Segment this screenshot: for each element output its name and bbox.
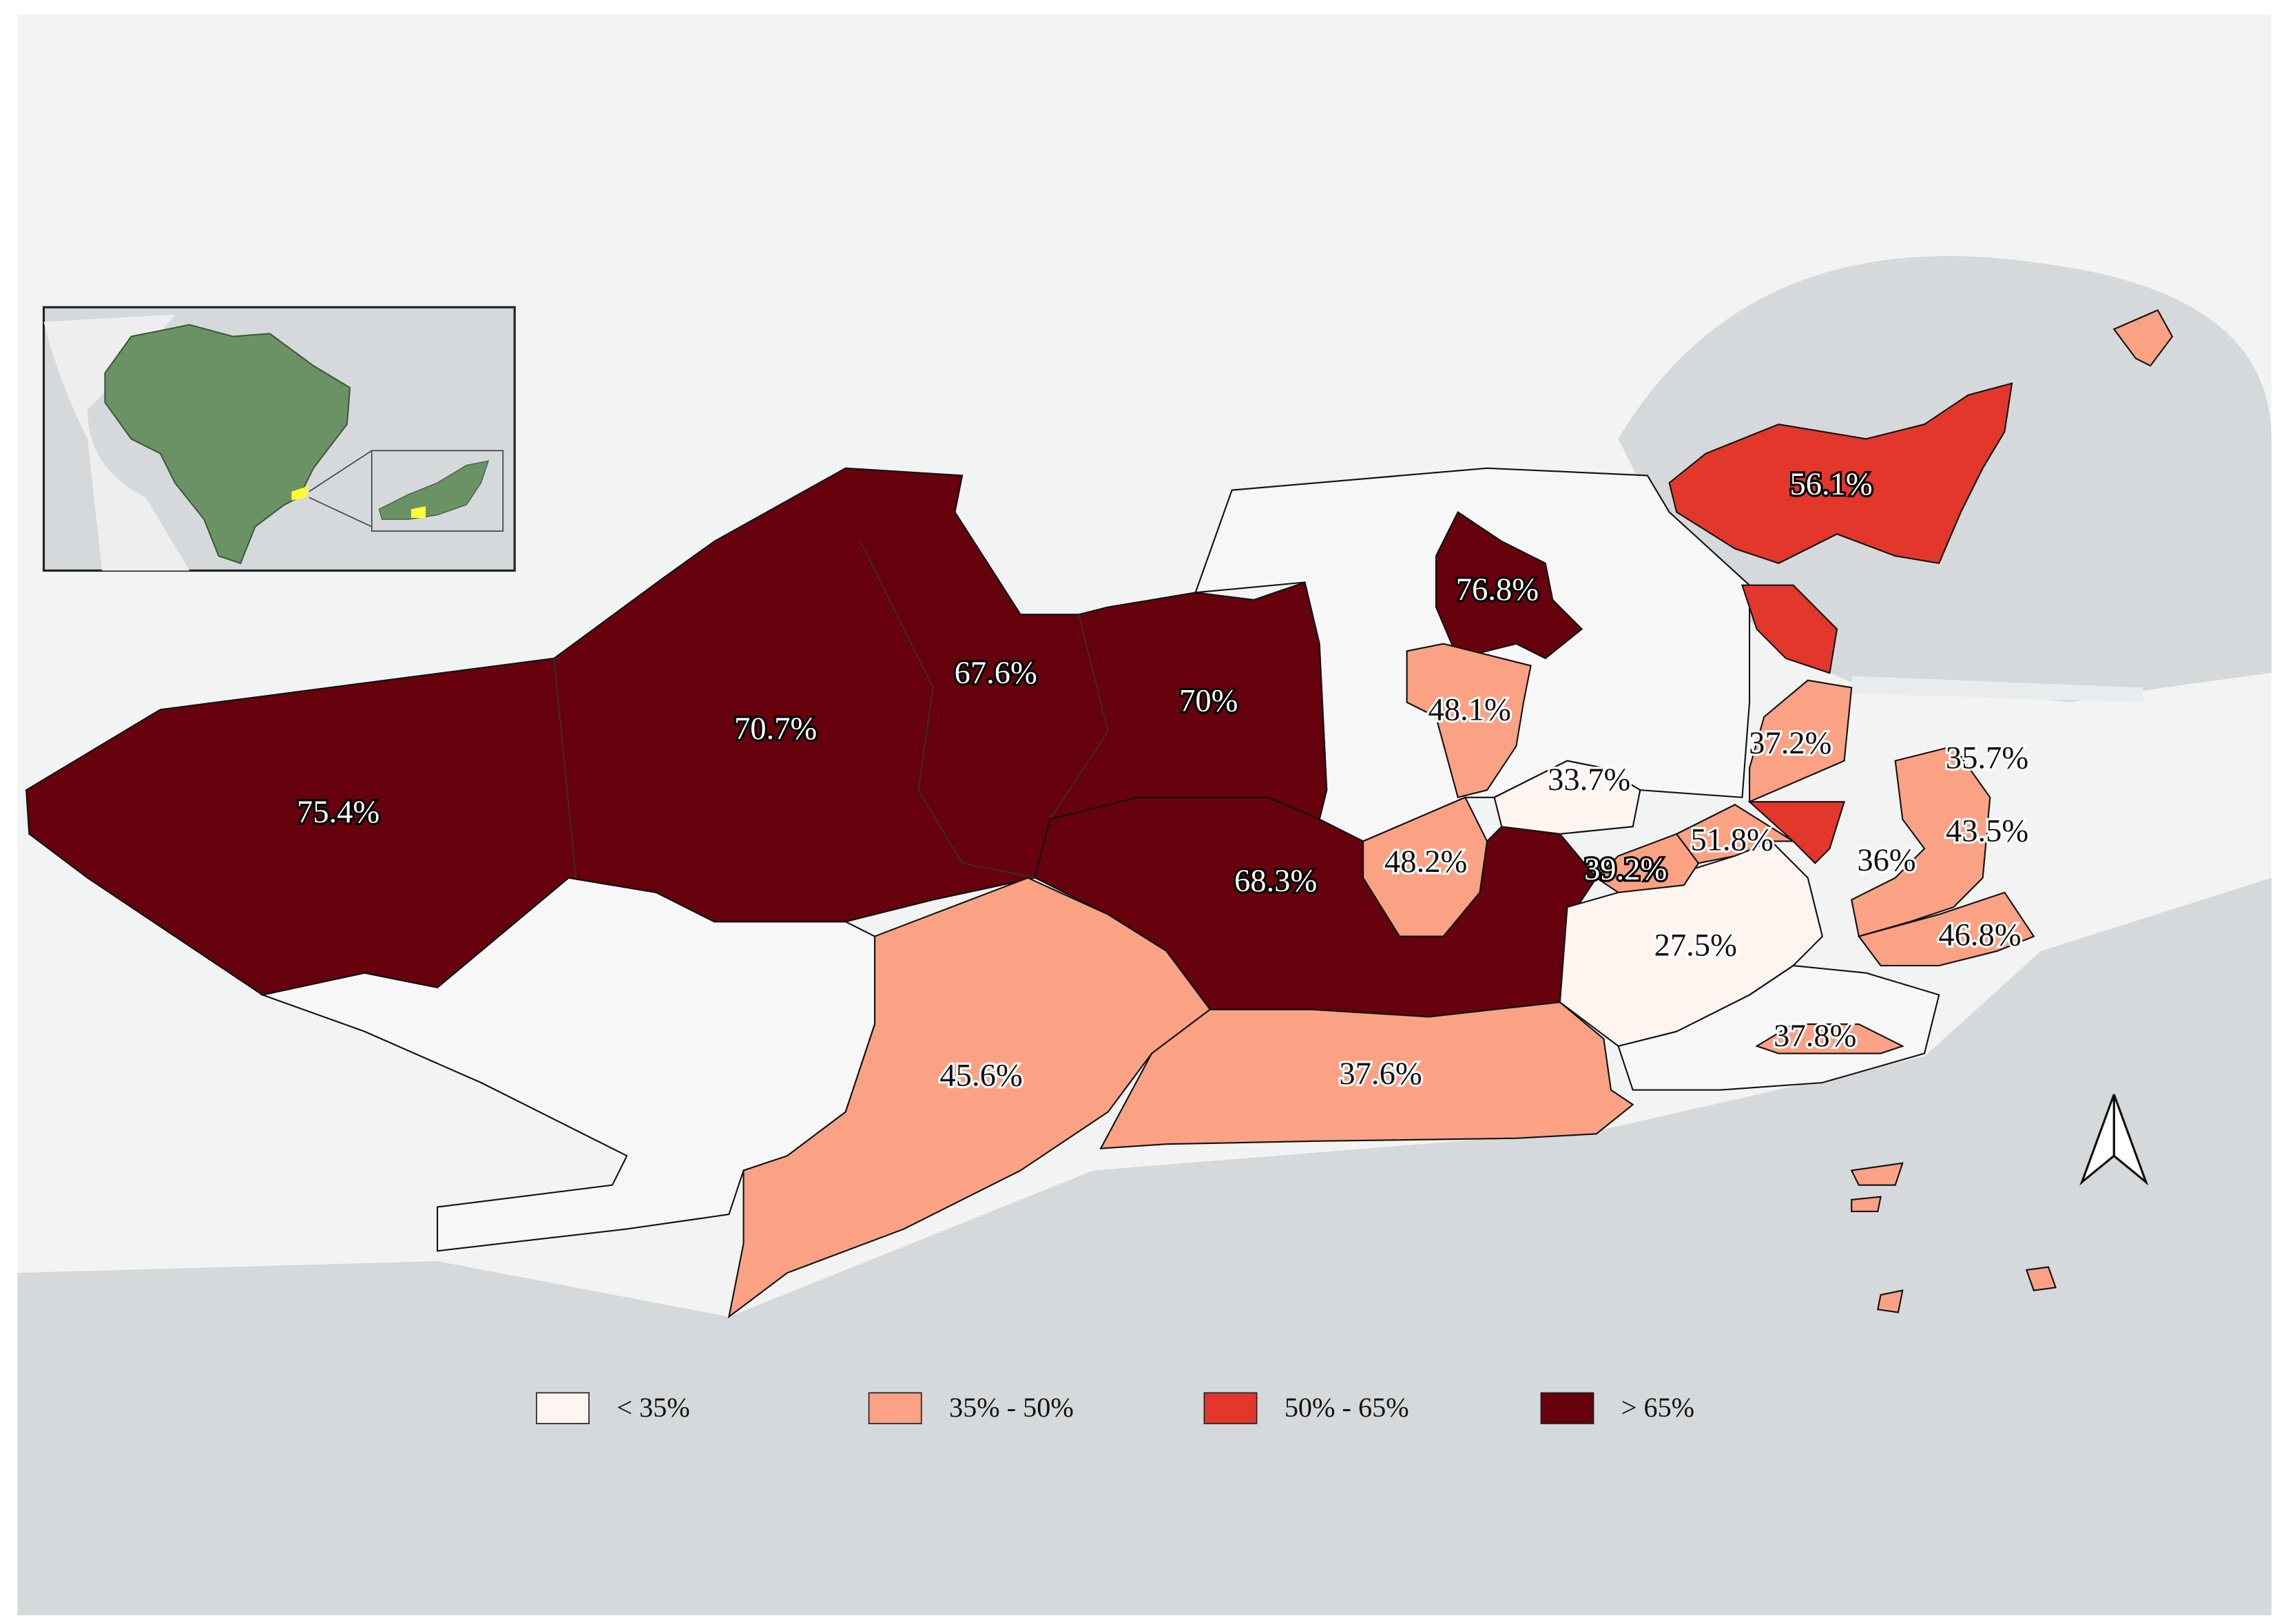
region-label: 51.8% [1691, 822, 1774, 857]
region-label: 48.2% [1384, 844, 1467, 879]
region-label: 70.7% [734, 711, 817, 747]
labels: 75.4% 70.7% 67.6% 70% 68.3% 76.8% 48.1% 48.2% 33… [295, 464, 2031, 1096]
region-label: 37.8% [1774, 1018, 1856, 1054]
region [1668, 382, 2013, 674]
legend-label: 35% - 50% [949, 1392, 1074, 1423]
state [378, 460, 490, 520]
region [1362, 796, 1488, 937]
region-label: 68.3% [1234, 863, 1317, 899]
region-label: 35.7% [1946, 740, 2028, 775]
legend-label: < 35% [616, 1392, 689, 1423]
inset-land [43, 314, 190, 571]
legend-swatch [1540, 1392, 1594, 1424]
legend-swatch [536, 1392, 590, 1424]
region [1755, 1023, 1905, 1054]
region-label: 45.6% [939, 1057, 1022, 1093]
sea [17, 877, 2272, 1616]
region-label: 75.4% [297, 794, 380, 830]
region-label: 27.5% [1654, 927, 1737, 963]
region-label: 37.6% [1339, 1056, 1422, 1092]
state-highlight [411, 506, 426, 519]
brazil [104, 324, 351, 565]
region [1493, 760, 1641, 835]
region-label: 39.2% [1584, 851, 1667, 887]
region-label: 36% [1857, 842, 1915, 878]
legend: < 35% 35% - 50% 50% - 65% > 65% [536, 1392, 1694, 1424]
inset-connector [309, 450, 373, 528]
legend-swatch [868, 1392, 922, 1424]
region [727, 877, 1212, 1319]
region-label: 33.7% [1548, 762, 1630, 798]
legend-label: 50% - 65% [1285, 1392, 1409, 1423]
inset [42, 306, 516, 572]
region-label: 56.1% [1789, 466, 1872, 502]
region [1099, 1001, 1634, 1149]
north-arrow [2079, 1094, 2149, 1186]
region [1435, 510, 1583, 660]
regions [25, 309, 2174, 1319]
region-label: 46.8% [1938, 917, 2021, 952]
inset-highlight [291, 486, 309, 501]
region-label: 37.2% [1749, 725, 1831, 761]
region [1675, 804, 1796, 864]
region-label: 48.1% [1428, 691, 1511, 727]
region-border [553, 541, 1109, 879]
region [1858, 891, 2035, 967]
region-label: 43.5% [1946, 813, 2028, 849]
region-label: 67.6% [955, 655, 1037, 691]
region [1559, 840, 1824, 1048]
legend-swatch [1203, 1392, 1258, 1424]
region-label: 70% [1179, 683, 1238, 718]
region-label: 76.8% [1456, 572, 1539, 607]
bridge [1851, 676, 2143, 702]
region [1406, 643, 1532, 799]
region [1747, 801, 1846, 864]
island [1850, 309, 2174, 1313]
north-arrow-left [2079, 1094, 2115, 1186]
legend-label: > 65% [1621, 1392, 1694, 1423]
